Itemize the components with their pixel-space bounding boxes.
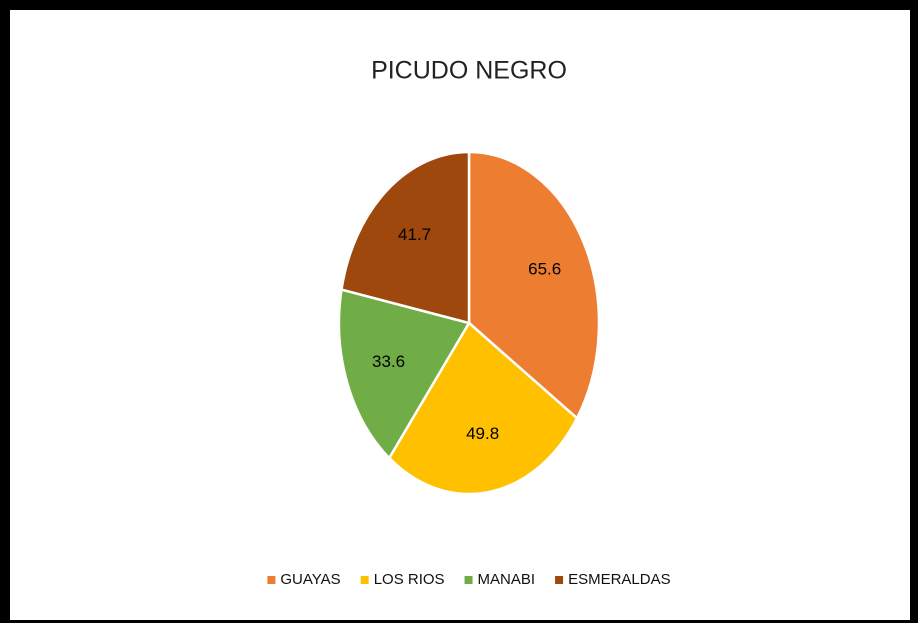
legend-swatch	[360, 576, 369, 584]
legend-swatch	[464, 576, 473, 584]
pie-slice	[467, 150, 601, 421]
legend-swatch	[267, 576, 276, 584]
data-label: 65.6	[528, 259, 561, 278]
data-label: 33.6	[372, 352, 405, 371]
legend: GUAYAS LOS RIOS MANABI ESMERALDAS	[267, 571, 671, 588]
legend-swatch	[555, 576, 564, 584]
data-label: 49.8	[466, 424, 499, 443]
legend-label: LOS RIOS	[374, 571, 445, 588]
pie-slice	[340, 150, 471, 325]
legend-label: ESMERALDAS	[568, 571, 671, 588]
chart-title: PICUDO NEGRO	[371, 57, 567, 85]
pie-slice	[387, 321, 579, 496]
pie-slice	[337, 287, 471, 461]
legend-label: GUAYAS	[280, 571, 340, 588]
legend-label: MANABI	[478, 571, 536, 588]
data-label: 41.7	[398, 225, 431, 244]
